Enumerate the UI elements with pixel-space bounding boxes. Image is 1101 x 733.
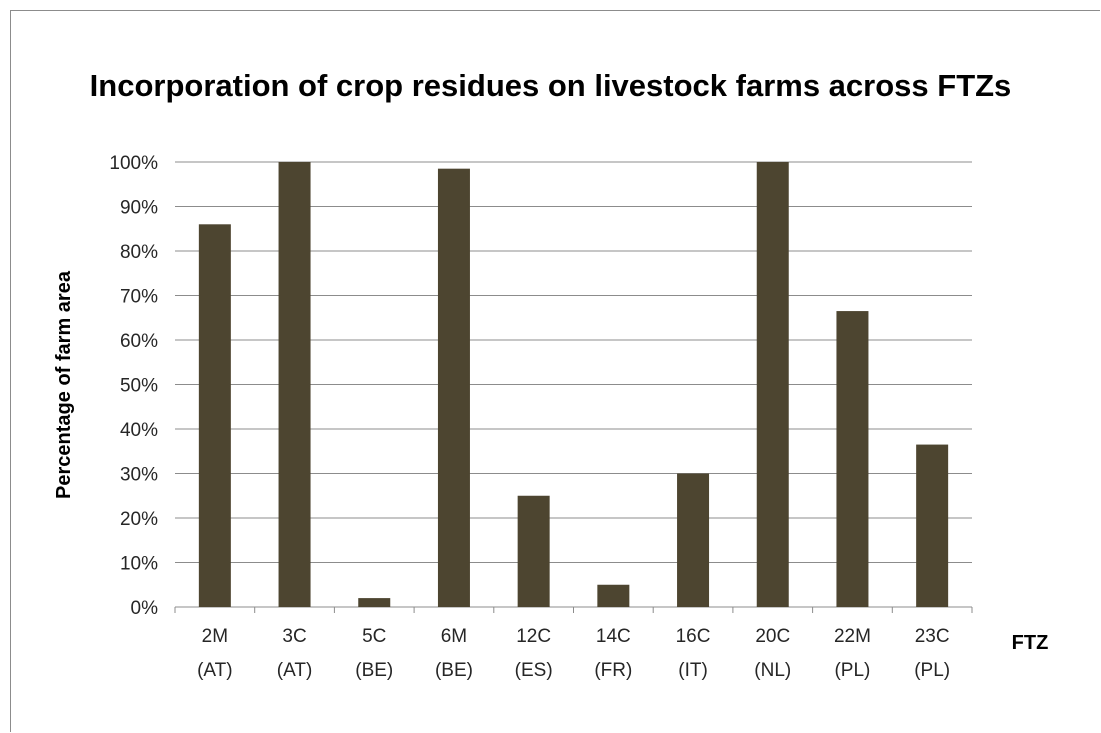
x-tick-label: 3C	[282, 626, 306, 647]
x-tick-label: 6M	[441, 626, 467, 647]
y-tick-label: 0%	[131, 598, 159, 619]
x-tick-label: 5C	[362, 626, 386, 647]
y-tick-label: 10%	[120, 554, 158, 575]
y-tick-label: 30%	[120, 465, 158, 486]
y-tick-label: 90%	[120, 198, 158, 219]
bar	[756, 162, 789, 607]
y-tick-label: 100%	[109, 153, 158, 174]
bar	[358, 598, 391, 607]
y-tick-labels: 0% 10% 20% 30% 40% 50% 60% 70% 80% 90% 100%	[109, 153, 158, 619]
x-tick-label: (BE)	[355, 660, 393, 681]
bar	[517, 495, 550, 607]
y-tick-label: 60%	[120, 331, 158, 352]
x-tick-label: (PL)	[914, 660, 950, 681]
chart-title: Incorporation of crop residues on livest…	[89, 68, 1012, 103]
x-tick-label: (ES)	[515, 660, 553, 681]
bar	[437, 168, 470, 608]
x-tick-label: 22M	[834, 626, 871, 647]
x-tick-label: 20C	[755, 626, 790, 647]
x-tick-label: (FR)	[594, 660, 632, 681]
x-tick-label: 12C	[516, 626, 551, 647]
x-tick-label: (BE)	[435, 660, 473, 681]
bar	[597, 584, 630, 607]
y-tick-label: 20%	[120, 509, 158, 530]
y-axis-title: Percentage of farm area	[53, 270, 75, 499]
x-tick-label: (AT)	[197, 660, 233, 681]
bar	[677, 473, 710, 607]
x-tick-label: (NL)	[754, 660, 791, 681]
x-tick-label: (AT)	[277, 660, 313, 681]
y-tick-label: 80%	[120, 242, 158, 263]
x-tick-label: (IT)	[678, 660, 708, 681]
x-tick-label: 23C	[915, 626, 950, 647]
bar	[198, 224, 231, 608]
bars	[198, 162, 949, 608]
chart-frame	[10, 10, 1100, 732]
x-tick-label: 2M	[202, 626, 228, 647]
bar	[836, 311, 869, 607]
y-tick-label: 70%	[120, 287, 158, 308]
y-tick-label: 50%	[120, 376, 158, 397]
x-tick-labels: 2M (AT) 3C (AT) 5C (BE) 6M (BE) 12C (ES) 14C (FR) 16…	[197, 626, 950, 681]
x-tick-label: 14C	[596, 626, 631, 647]
bar	[278, 162, 311, 607]
x-tick-label: (PL)	[834, 660, 870, 681]
y-tick-label: 40%	[120, 420, 158, 441]
x-axis-title: FTZ	[1012, 632, 1049, 654]
x-tick-label: 16C	[676, 626, 711, 647]
bar	[916, 444, 949, 607]
